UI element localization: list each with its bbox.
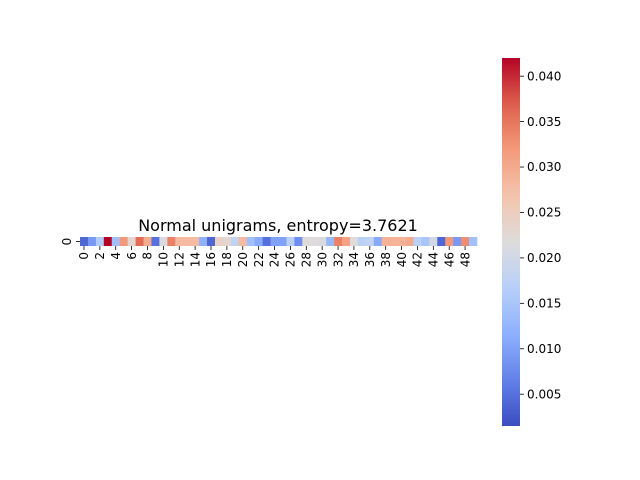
heatmap-cell [103,237,113,246]
heatmap-cell [167,237,176,246]
x-tick-label: 14 [188,252,202,267]
heatmap-cell [278,237,287,246]
heatmap-cell [389,237,398,246]
x-tick-label: 22 [252,252,266,267]
x-tick-label: 8 [141,252,155,260]
heatmap-cell [135,237,144,246]
heatmap-cell [461,237,470,246]
x-tick-label: 18 [220,252,234,267]
heatmap-cell [373,237,383,246]
x-tick-label: 32 [331,252,345,267]
heatmap-cell [230,237,240,246]
colorbar-tick-label: 0.025 [527,206,561,220]
heatmap-cell [119,237,128,246]
heatmap-cell [334,237,343,246]
x-tick-label: 38 [379,252,393,267]
heatmap-cell [349,237,359,246]
colorbar-tick-label: 0.030 [527,160,561,174]
x-tick-label: 44 [427,252,441,267]
heatmap-cell [437,237,446,246]
heatmap-cell [286,237,295,246]
x-tick-label: 46 [442,252,456,267]
colorbar-tick-label: 0.015 [527,297,561,311]
heatmap-cell [342,237,351,246]
colorbar-tick-label: 0.010 [527,342,561,356]
heatmap-cell [381,237,390,246]
heatmap-cell [207,237,216,246]
heatmap-cell [246,237,255,246]
heatmap-cell [214,237,224,246]
x-tick-label: 12 [172,252,186,267]
heatmap-cell [318,237,327,246]
heatmap-cell [365,237,375,246]
x-tick-label: 30 [315,252,329,267]
heatmap-cell [405,237,414,246]
heatmap-cell [421,237,430,246]
x-tick-label: 0 [77,252,91,260]
x-tick-label: 48 [458,252,472,267]
heatmap-cell [199,237,208,246]
heatmap-cell [262,237,271,246]
heatmap-cell [310,237,319,246]
y-axis: 0 [60,238,80,246]
x-tick-label: 36 [363,252,377,267]
heatmap-cell [127,237,136,246]
heatmap-cell [238,237,248,246]
x-tick-label: 6 [125,252,139,260]
heatmap-cell [183,237,192,246]
heatmap-cells [80,237,478,246]
heatmap-cell [254,237,263,246]
x-tick-label: 28 [299,252,313,267]
heatmap-cell [429,237,438,246]
x-tick-label: 20 [236,252,250,267]
colorbar-tick-label: 0.040 [527,69,561,83]
heatmap-cell [87,237,97,246]
x-tick-label: 4 [109,252,123,260]
heatmap-cell [111,237,120,246]
x-tick-label: 10 [157,252,171,267]
x-tick-label: 24 [268,252,282,267]
colorbar [502,58,520,426]
heatmap-cell [191,237,200,246]
heatmap-cell [413,237,422,246]
chart-title: Normal unigrams, entropy=3.7621 [138,216,418,235]
colorbar-tick-label: 0.035 [527,115,561,129]
colorbar-tick-label: 0.020 [527,251,561,265]
heatmap-cell [294,237,303,246]
heatmap-cell [143,237,152,246]
heatmap-cell [397,237,406,246]
heatmap-cell [270,237,279,246]
heatmap-cell [80,237,89,246]
x-tick-label: 34 [347,252,361,267]
heatmap-cell [469,237,478,246]
heatmap-cell [151,237,160,246]
y-tick-label: 0 [60,238,74,246]
x-tick-label: 40 [395,252,409,267]
heatmap-cell [453,237,462,246]
x-tick-label: 2 [93,252,107,260]
heatmap-cell [357,237,367,246]
x-axis: 0 2 4 6 8 10 12 14 16 18 20 22 24 26 28 30 32 34 36 38 40 42 4… [77,246,472,267]
heatmap-cell [302,237,311,246]
x-tick-label: 42 [411,252,425,267]
x-tick-label: 26 [284,252,298,267]
heatmap-cell [175,237,184,246]
heatmap-cell [95,237,105,246]
colorbar-axis: 0.005 0.010 0.015 0.020 0.025 0.030 0.035 0.040 [520,69,561,401]
heatmap-cell [326,237,335,246]
x-tick-label: 16 [204,252,218,267]
heatmap-cell [222,237,232,246]
heatmap-cell [445,237,454,246]
colorbar-tick-label: 0.005 [527,387,561,401]
heatmap-cell [159,237,168,246]
